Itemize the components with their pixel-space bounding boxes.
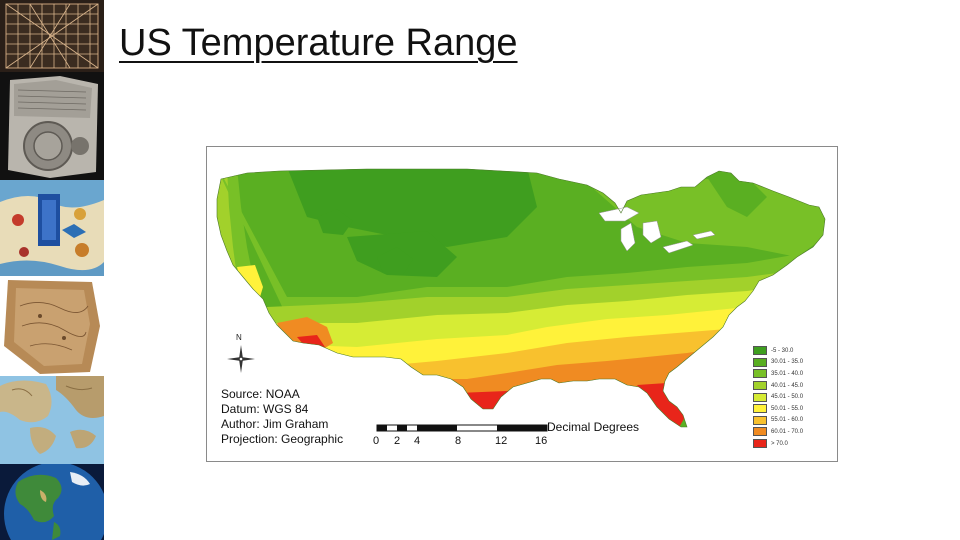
us-temperature-map-graphic [216, 168, 826, 432]
legend-item: 30.01 - 35.0 [753, 357, 803, 369]
map-info-block: Source: NOAA Datum: WGS 84 Author: Jim G… [221, 387, 343, 447]
legend-swatch [753, 415, 767, 425]
north-label: N [236, 333, 242, 342]
legend-label: 60.01 - 70.0 [771, 428, 804, 435]
scale-bar [376, 424, 548, 432]
clay-tablet-map-thumbnail [0, 72, 104, 180]
legend-item: 40.01 - 45.0 [753, 380, 803, 392]
legend-label: 35.01 - 40.0 [771, 370, 804, 377]
legend-swatch [753, 392, 767, 402]
north-arrow-icon [227, 345, 255, 373]
scale-tick-label: 0 [373, 435, 380, 447]
legend-label: 40.01 - 45.0 [771, 382, 804, 389]
legend-swatch [753, 381, 767, 391]
scale-tick-label: 8 [455, 435, 462, 447]
map-projection: Projection: Geographic [221, 432, 344, 446]
legend-item: > 70.0 [753, 438, 803, 450]
scale-units-label: Decimal Degrees [547, 420, 640, 434]
legend-swatch [753, 369, 767, 379]
scale-tick-label: 4 [414, 435, 421, 447]
illustrated-map-thumbnail [0, 180, 104, 276]
legend-label: 45.01 - 50.0 [771, 394, 804, 401]
scale-tick-label: 12 [495, 435, 508, 447]
legend-item: 45.01 - 50.0 [753, 391, 803, 403]
legend-label: 50.01 - 55.0 [771, 405, 804, 412]
legend-item: 50.01 - 55.0 [753, 403, 803, 415]
legend-item: 55.01 - 60.0 [753, 415, 803, 427]
legend-label: 55.01 - 60.0 [771, 417, 804, 424]
grid-map-thumbnail [0, 0, 104, 72]
parchment-map-thumbnail [0, 276, 104, 376]
scale-tick-label: 2 [394, 435, 401, 447]
legend-label: -5 - 30.0 [771, 347, 794, 354]
legend-swatch [753, 357, 767, 367]
map-author: Author: Jim Graham [221, 417, 329, 431]
legend-item: 35.01 - 40.0 [753, 368, 803, 380]
thumbnail-strip [0, 0, 104, 540]
map-source: Source: NOAA [221, 387, 300, 401]
legend-label: 30.01 - 35.0 [771, 359, 804, 366]
relief-map-thumbnail [0, 376, 104, 464]
globe-thumbnail [0, 464, 104, 540]
temperature-map: N Source: NOAA Datum: WGS 84 Author: Jim… [206, 146, 838, 462]
scale-tick-label: 16 [535, 435, 548, 447]
slide-title: US Temperature Range [119, 22, 518, 64]
map-legend: -5 - 30.0 30.01 - 35.0 35.01 - 40.0 40.01 -… [753, 345, 803, 449]
legend-item: -5 - 30.0 [753, 345, 803, 357]
map-datum: Datum: WGS 84 [221, 402, 309, 416]
legend-swatch [753, 346, 767, 356]
legend-label: > 70.0 [771, 440, 788, 447]
legend-swatch [753, 404, 767, 414]
legend-swatch [753, 427, 767, 437]
legend-item: 60.01 - 70.0 [753, 426, 803, 438]
legend-swatch [753, 439, 767, 449]
